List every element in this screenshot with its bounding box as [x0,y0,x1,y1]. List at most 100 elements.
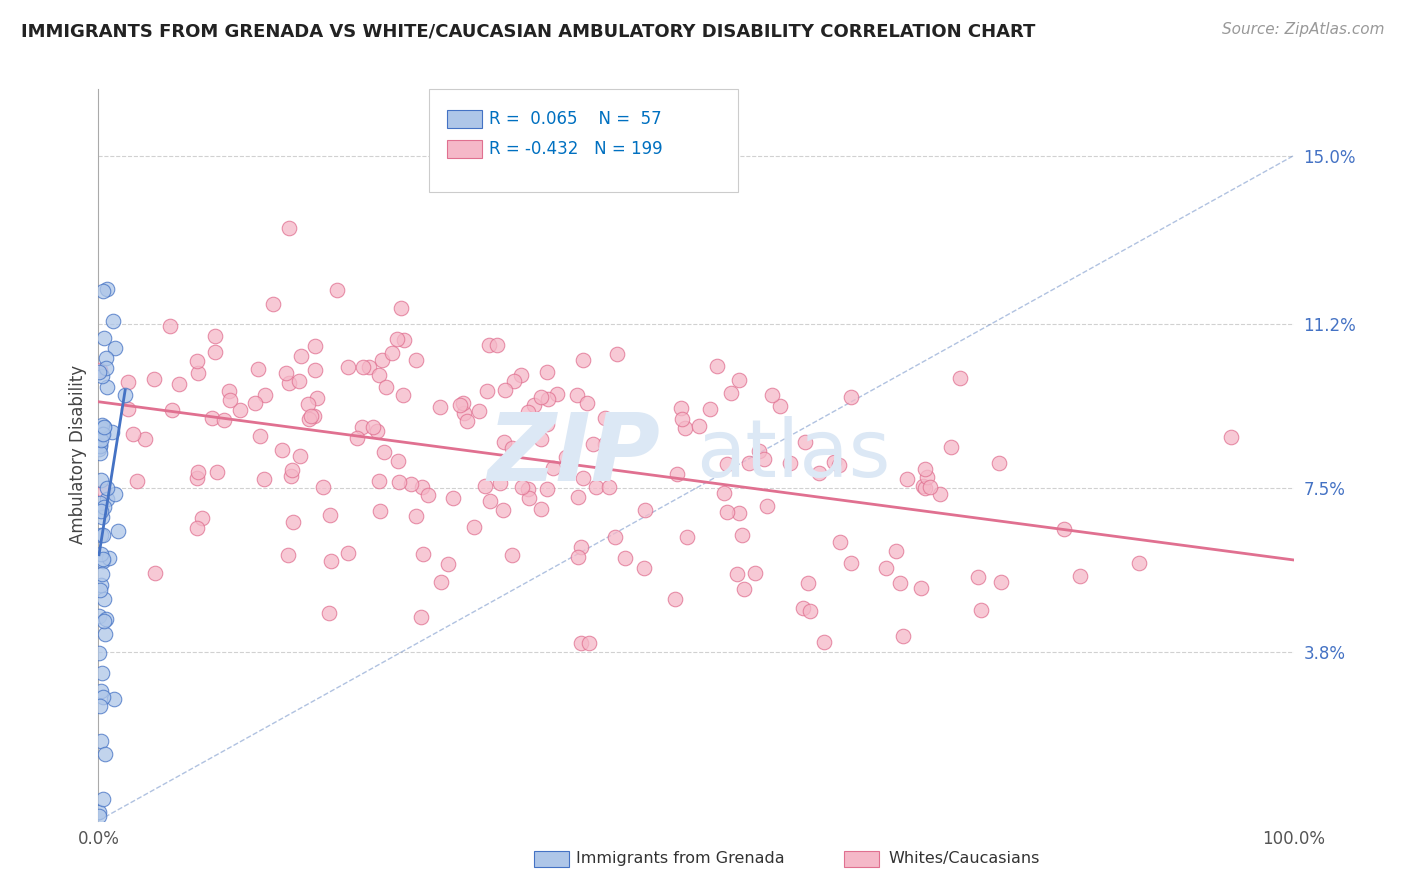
Point [529,390,551,404]
Point [896,472,918,486]
Point [555,450,578,464]
Point [91,427,114,442]
Point [374,379,396,393]
Point [889,576,911,591]
Point [706,359,728,373]
Point [246,361,269,376]
Point [94,747,117,761]
Point [388,475,411,490]
Point [104,341,127,355]
Point [91,509,114,524]
Point [280,463,302,477]
Point [218,384,240,399]
Point [633,560,655,574]
Point [910,581,932,595]
Point [368,368,391,382]
Point [277,549,299,563]
Point [304,339,326,353]
Point [93,591,115,606]
Text: atlas: atlas [696,416,890,494]
Point [411,480,433,494]
Point [479,493,502,508]
Point [451,395,474,409]
Point [143,372,166,386]
Point [90,504,112,518]
Point [122,427,145,442]
Point [89,495,111,509]
Point [449,398,471,412]
Point [104,487,127,501]
Point [769,400,792,414]
Point [530,502,553,516]
Point [96,481,118,495]
Point [699,402,721,417]
Point [262,297,284,311]
Text: R =  0.065    N =  57: R = 0.065 N = 57 [489,110,662,128]
Point [187,366,209,380]
Point [90,578,112,592]
Point [463,519,485,533]
Point [94,612,117,626]
Point [253,472,276,486]
Point [409,609,432,624]
Point [90,417,112,432]
Point [474,479,496,493]
Point [94,627,117,641]
Point [536,483,558,497]
Point [761,387,783,401]
Point [576,396,599,410]
Point [823,455,845,469]
Point [441,491,464,506]
Point [733,582,755,596]
Point [243,395,266,409]
Point [304,363,326,377]
Point [391,388,413,402]
Point [162,403,184,417]
Point [1219,430,1241,444]
Point [249,429,271,443]
Point [387,332,409,346]
Point [290,449,312,463]
Point [614,551,637,566]
Point [891,629,914,643]
Point [595,410,617,425]
Point [93,420,115,434]
Point [664,591,686,606]
Point [578,636,600,650]
Point [89,446,111,460]
Point [416,488,439,502]
Point [90,684,112,698]
Point [167,376,190,391]
Point [89,699,111,714]
Point [437,557,460,571]
Point [200,411,222,425]
Point [813,635,835,649]
Point [287,374,309,388]
Point [807,467,830,481]
Point [91,554,114,568]
Point [716,505,738,519]
Point [90,566,112,581]
Point [752,452,775,467]
Point [567,490,589,504]
Point [537,392,560,406]
Point [839,391,862,405]
Point [797,575,820,590]
Point [103,691,125,706]
Point [87,609,110,624]
Point [219,392,242,407]
Point [186,521,208,535]
Point [688,418,710,433]
Point [290,349,312,363]
Text: Whites/Caucasians: Whites/Caucasians [889,851,1040,865]
Point [598,480,620,494]
Point [114,388,136,402]
Point [90,427,112,442]
Text: ZIP: ZIP [488,409,661,501]
Point [127,475,149,489]
Point [530,432,553,446]
Point [485,338,508,352]
Point [392,333,415,347]
Point [517,491,540,505]
Point [318,606,340,620]
